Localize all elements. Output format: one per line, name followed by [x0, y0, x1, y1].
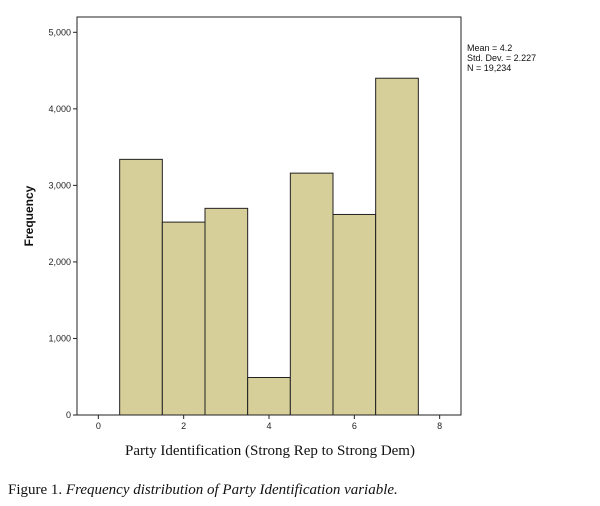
x-tick-label: 4	[266, 421, 271, 431]
histogram-bar-5	[289, 172, 334, 416]
caption-prefix: Figure 1.	[8, 482, 66, 498]
histogram-bar-7	[375, 77, 419, 416]
histogram-bar-2	[161, 221, 206, 416]
histogram-bar-4	[247, 376, 291, 416]
histogram-bar-1	[119, 158, 163, 416]
stats-line: N = 19,234	[467, 63, 511, 73]
x-axis-label: Party Identification (Strong Rep to Stro…	[125, 443, 415, 459]
histogram-bar-3	[204, 207, 249, 416]
stats-line: Std. Dev. = 2.227	[467, 53, 536, 63]
y-tick-label: 2,000	[48, 257, 71, 267]
histogram-bar-6	[332, 213, 377, 416]
x-tick-label: 2	[181, 421, 186, 431]
y-axis-label: Frequency	[22, 185, 36, 246]
y-tick-label: 1,000	[48, 333, 71, 343]
histogram-chart: 0 1,000 2,000 3,000 4,000 5,000 0 2 4 6 8 Frequen…	[22, 16, 536, 459]
figure-caption: Figure 1. Frequency distribution of Part…	[8, 482, 398, 499]
y-tick-label: 0	[66, 410, 71, 420]
stats-line: Mean = 4.2	[467, 43, 512, 53]
caption-title: Frequency distribution of Party Identifi…	[65, 482, 398, 498]
x-tick-label: 0	[96, 421, 101, 431]
x-tick-label: 6	[352, 421, 357, 431]
y-tick-label: 5,000	[48, 27, 71, 37]
y-tick-label: 3,000	[48, 180, 71, 190]
y-tick-label: 4,000	[48, 104, 71, 114]
x-tick-label: 8	[437, 421, 442, 431]
